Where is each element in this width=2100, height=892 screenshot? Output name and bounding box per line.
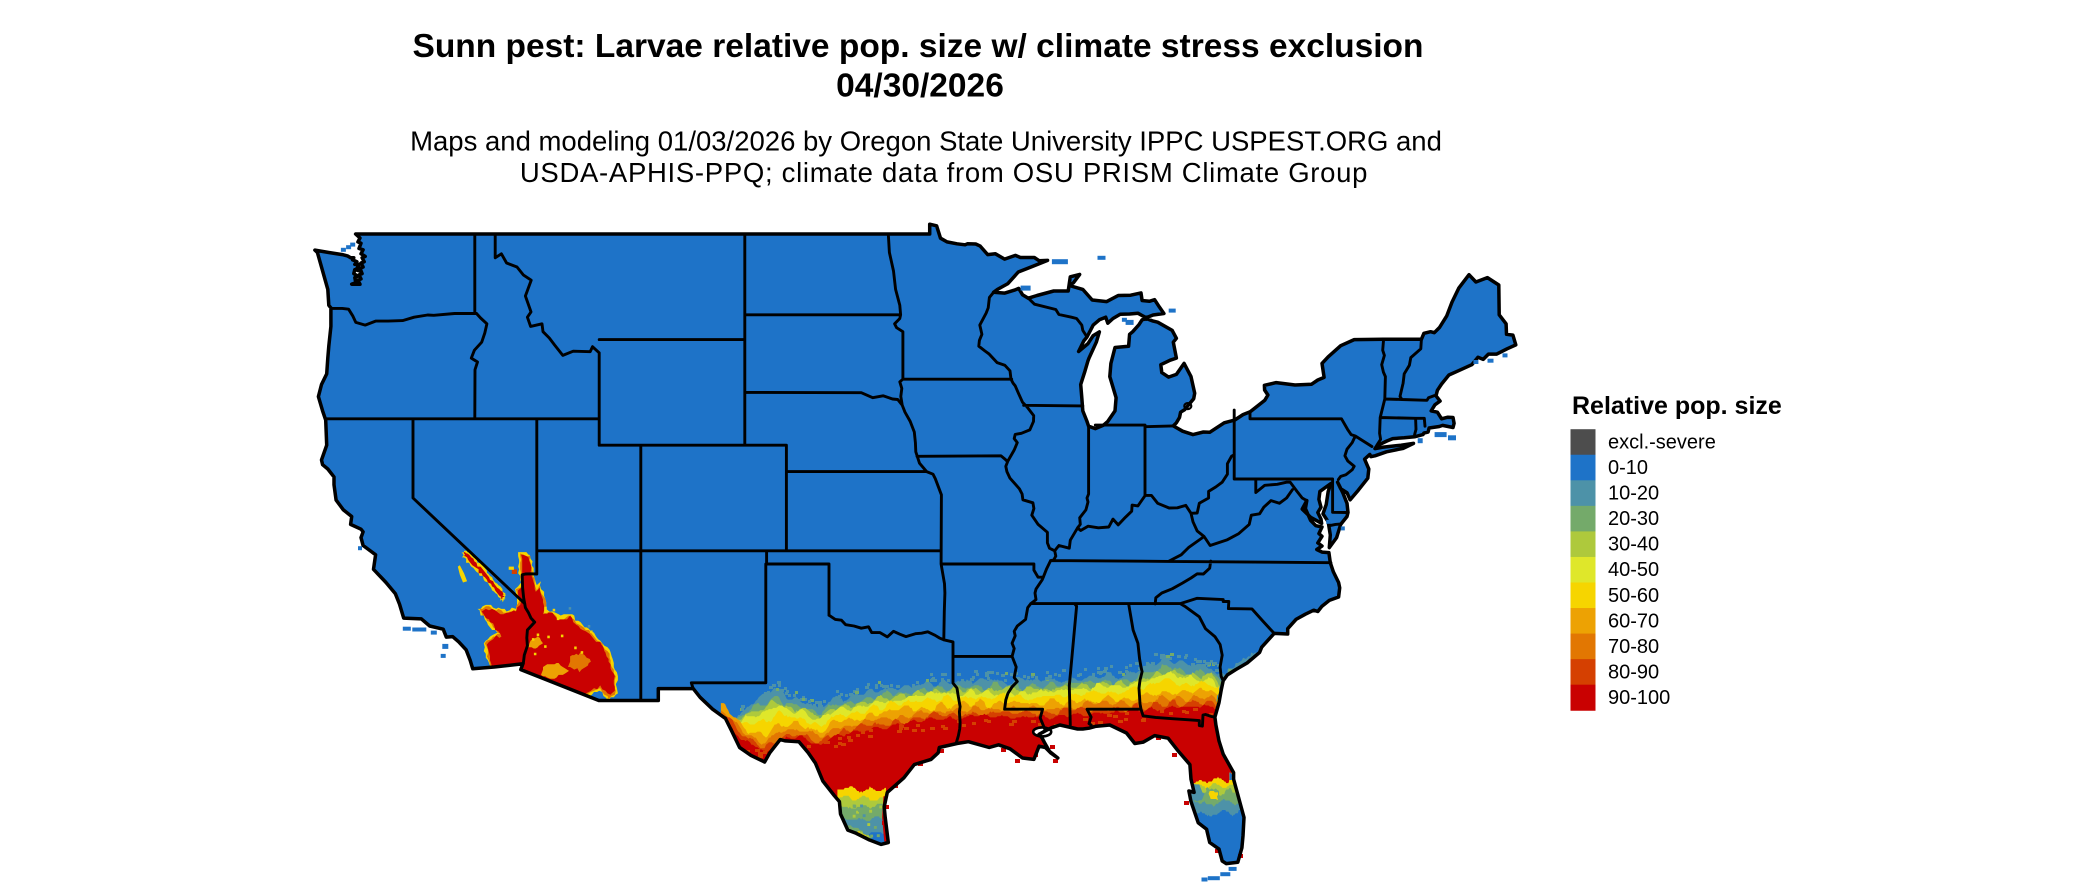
- svg-text:50-60: 50-60: [1608, 585, 1659, 607]
- svg-text:0-10: 0-10: [1608, 457, 1648, 479]
- svg-text:excl.-severe: excl.-severe: [1608, 432, 1716, 454]
- svg-text:30-40: 30-40: [1608, 534, 1659, 556]
- svg-text:40-50: 40-50: [1608, 559, 1659, 581]
- svg-text:20-30: 20-30: [1608, 508, 1659, 530]
- svg-text:60-70: 60-70: [1608, 610, 1659, 632]
- svg-text:USDA-APHIS-PPQ; climate data f: USDA-APHIS-PPQ; climate data from OSU PR…: [520, 157, 1368, 188]
- svg-text:70-80: 70-80: [1608, 636, 1659, 658]
- svg-text:Sunn pest: Larvae relative pop: Sunn pest: Larvae relative pop. size w/ …: [413, 28, 1424, 65]
- svg-text:80-90: 80-90: [1608, 661, 1659, 683]
- svg-text:Relative pop. size: Relative pop. size: [1572, 392, 1782, 420]
- svg-text:90-100: 90-100: [1608, 687, 1670, 709]
- svg-text:04/30/2026: 04/30/2026: [836, 68, 1004, 105]
- svg-text:Maps and modeling 01/03/2026 b: Maps and modeling 01/03/2026 by Oregon S…: [410, 126, 1442, 157]
- svg-text:10-20: 10-20: [1608, 483, 1659, 505]
